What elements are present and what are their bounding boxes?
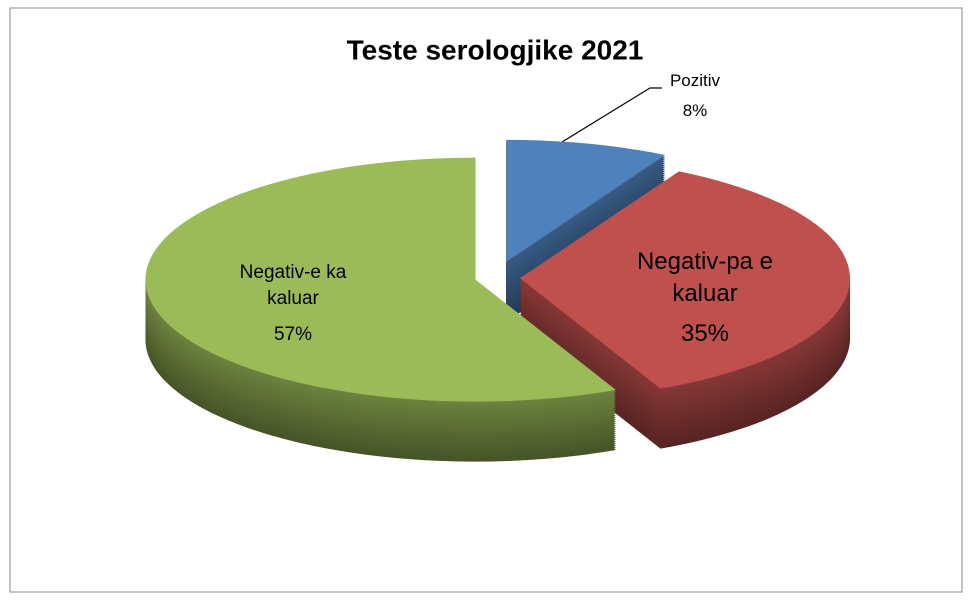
- slice-value-label: 57%: [273, 324, 313, 345]
- slice-value-label: 35%: [680, 320, 730, 347]
- leader-line: [561, 87, 662, 143]
- slice-label: Negativ-e ka kaluar: [239, 262, 347, 309]
- slice: [519, 171, 850, 389]
- slice-label: Negativ-pa e kaluar: [636, 248, 774, 308]
- slice: [145, 157, 616, 402]
- slice-value-label: 8%: [682, 101, 708, 120]
- slice-label: Pozitiv: [669, 71, 721, 90]
- chart-title: Teste serologjike 2021: [347, 34, 644, 65]
- slice: [506, 139, 666, 262]
